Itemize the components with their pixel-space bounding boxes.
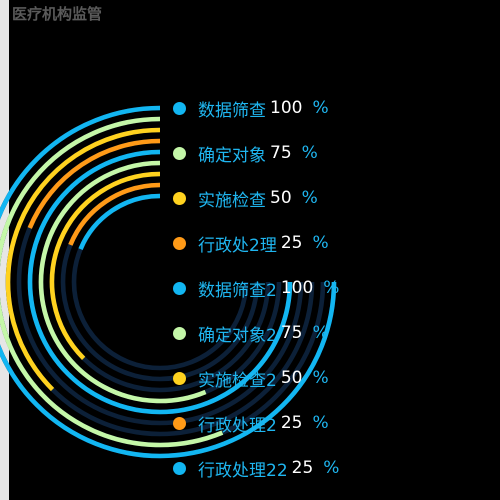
- legend-value: 25: [280, 413, 303, 433]
- legend-unit: %: [301, 188, 318, 208]
- legend-dot-icon: [173, 326, 186, 340]
- legend-value: 50: [280, 368, 303, 388]
- legend-unit: %: [312, 98, 329, 118]
- ring-bar-2: [0, 116, 224, 448]
- legend-dot-icon: [173, 236, 186, 250]
- legend-value: 25: [291, 458, 314, 478]
- legend-unit: %: [312, 323, 329, 343]
- page-title: 医疗机构监管: [12, 5, 103, 23]
- legend-name: 行政处2理: [198, 235, 277, 256]
- legend-dot-icon: [173, 191, 186, 205]
- ring-bar-3: [5, 127, 161, 392]
- legend-name: 数据筛查2: [198, 280, 277, 301]
- legend-name: 数据筛查: [198, 100, 266, 121]
- ring-bar-8: [68, 182, 161, 246]
- legend-value: 75: [280, 323, 303, 343]
- ring-bar-7: [49, 171, 161, 360]
- legend-dot-icon: [173, 371, 186, 385]
- legend-item[interactable]: 确定对象 75%: [173, 141, 318, 166]
- ring-bar-9: [78, 193, 161, 250]
- legend-dot-icon: [173, 416, 186, 430]
- legend-dot-icon: [173, 461, 186, 475]
- legend-value: 100: [280, 278, 314, 298]
- legend-unit: %: [312, 413, 329, 433]
- legend-unit: %: [312, 233, 329, 253]
- legend-item[interactable]: 实施检查2 50%: [173, 366, 329, 391]
- legend-item[interactable]: 数据筛查2 100%: [173, 276, 340, 301]
- legend-value: 50: [270, 188, 292, 208]
- ring-bar-5: [27, 149, 293, 415]
- legend-value: 100: [270, 98, 303, 118]
- legend-item[interactable]: 数据筛查 100%: [173, 96, 329, 121]
- legend-value: 25: [280, 233, 303, 253]
- legend-item[interactable]: 实施检查 50%: [173, 186, 318, 211]
- left-edge-strip: [0, 0, 9, 500]
- legend-item[interactable]: 行政处2理 25%: [173, 231, 329, 256]
- legend-name: 确定对象: [198, 145, 266, 166]
- ring-bar-6: [38, 160, 207, 404]
- legend-item[interactable]: 行政处理2 25%: [173, 411, 329, 436]
- legend-dot-icon: [173, 146, 186, 160]
- legend-unit: %: [312, 368, 329, 388]
- legend-unit: %: [323, 278, 340, 298]
- legend-item[interactable]: 确定对象2 75%: [173, 321, 329, 346]
- legend-item[interactable]: 行政处理22 25%: [173, 456, 340, 481]
- legend-name: 确定对象2: [198, 325, 277, 346]
- legend-unit: %: [323, 458, 340, 478]
- legend-value: 75: [270, 143, 292, 163]
- legend-name: 实施检查2: [198, 370, 277, 391]
- legend-dot-icon: [173, 281, 186, 295]
- legend-unit: %: [301, 143, 318, 163]
- ring-bar-4: [27, 138, 161, 229]
- legend-name: 实施检查: [198, 190, 266, 211]
- legend-name: 行政处理22: [198, 460, 288, 481]
- ring-bar-1: [0, 105, 337, 459]
- legend-dot-icon: [173, 101, 186, 115]
- legend-name: 行政处理2: [198, 415, 277, 436]
